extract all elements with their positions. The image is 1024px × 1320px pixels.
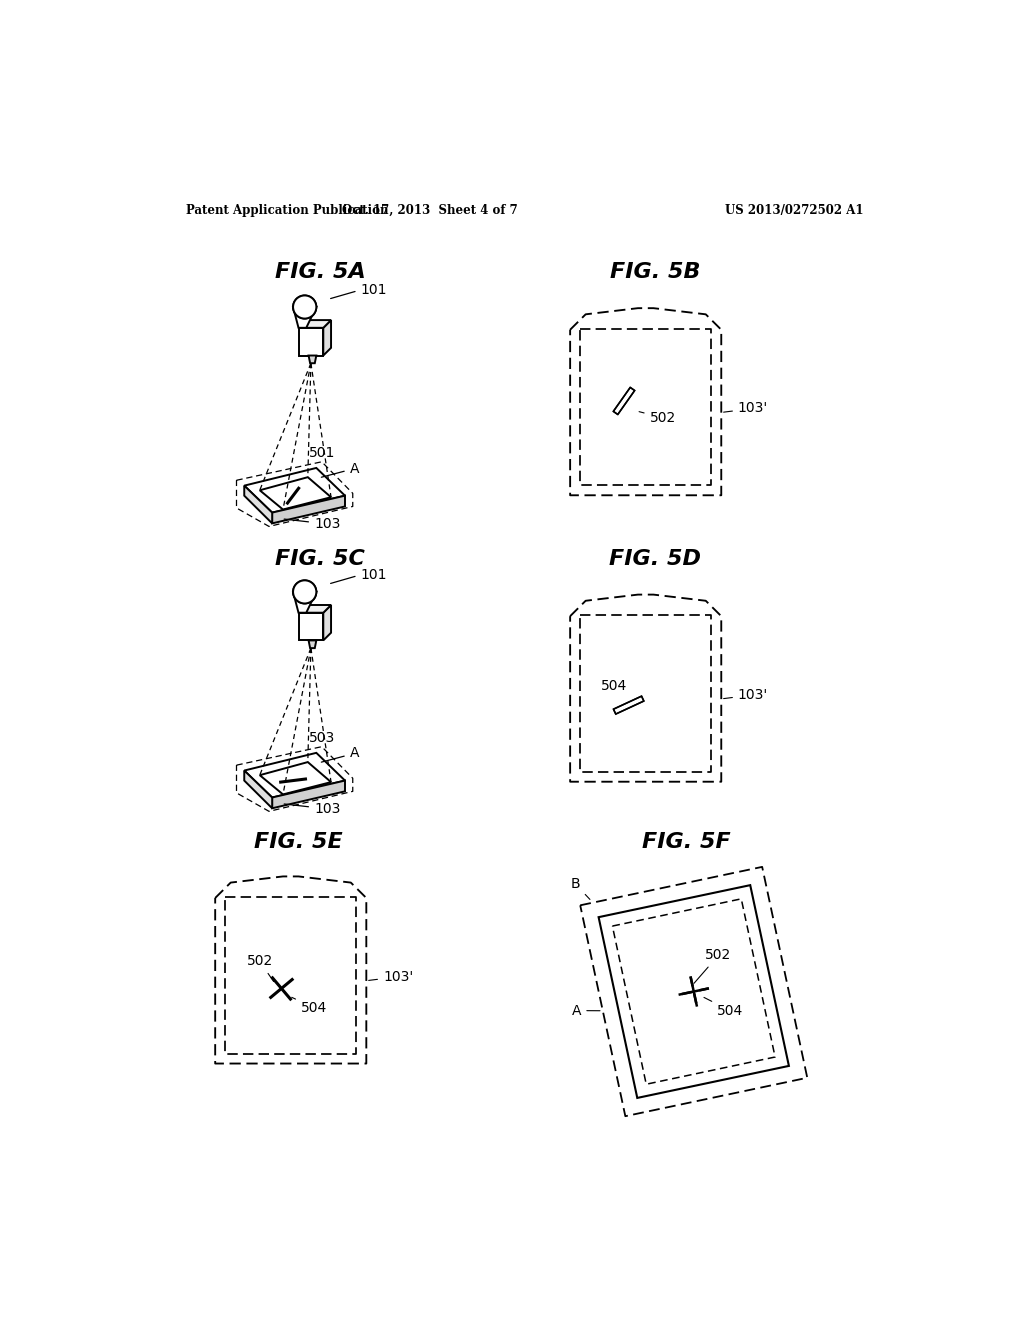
Text: 504: 504	[703, 998, 743, 1018]
Ellipse shape	[293, 296, 316, 318]
Text: A: A	[322, 462, 359, 478]
Text: 501: 501	[308, 446, 335, 461]
Text: FIG. 5E: FIG. 5E	[254, 832, 343, 853]
Text: 504: 504	[292, 998, 327, 1015]
Polygon shape	[599, 886, 788, 1098]
Text: A: A	[571, 1003, 600, 1018]
Polygon shape	[272, 496, 345, 524]
Polygon shape	[245, 771, 272, 808]
Polygon shape	[293, 591, 316, 612]
Text: US 2013/0272502 A1: US 2013/0272502 A1	[725, 205, 863, 218]
Text: 101: 101	[331, 568, 387, 583]
Text: 101: 101	[331, 282, 387, 298]
Ellipse shape	[293, 581, 316, 603]
Polygon shape	[308, 640, 316, 648]
Text: 103: 103	[285, 801, 340, 816]
Text: 103': 103'	[369, 970, 414, 983]
Text: 103': 103'	[724, 401, 768, 416]
Polygon shape	[299, 321, 331, 327]
Polygon shape	[299, 327, 324, 355]
Polygon shape	[299, 605, 331, 612]
Text: 502: 502	[694, 948, 731, 983]
Text: 502: 502	[247, 954, 273, 982]
Polygon shape	[324, 605, 331, 640]
Text: FIG. 5F: FIG. 5F	[642, 832, 730, 853]
Polygon shape	[272, 780, 345, 808]
Polygon shape	[293, 308, 316, 327]
Text: FIG. 5D: FIG. 5D	[609, 549, 701, 569]
Text: 103: 103	[285, 517, 340, 531]
Ellipse shape	[293, 296, 316, 318]
Text: FIG. 5A: FIG. 5A	[274, 263, 366, 282]
Polygon shape	[245, 752, 345, 797]
Polygon shape	[245, 486, 272, 524]
Text: 503: 503	[308, 731, 335, 744]
Text: A: A	[322, 747, 359, 762]
Text: FIG. 5C: FIG. 5C	[275, 549, 366, 569]
Text: Oct. 17, 2013  Sheet 4 of 7: Oct. 17, 2013 Sheet 4 of 7	[342, 205, 518, 218]
Text: FIG. 5B: FIG. 5B	[609, 263, 700, 282]
Text: 502: 502	[639, 411, 676, 425]
Text: 504: 504	[601, 678, 627, 693]
Polygon shape	[613, 696, 644, 714]
Ellipse shape	[293, 581, 316, 603]
Text: 103': 103'	[724, 688, 768, 702]
Polygon shape	[308, 355, 316, 363]
Polygon shape	[613, 388, 635, 414]
Polygon shape	[299, 612, 324, 640]
Polygon shape	[324, 321, 331, 355]
Text: Patent Application Publication: Patent Application Publication	[186, 205, 389, 218]
Text: B: B	[571, 878, 590, 899]
Polygon shape	[245, 469, 345, 512]
